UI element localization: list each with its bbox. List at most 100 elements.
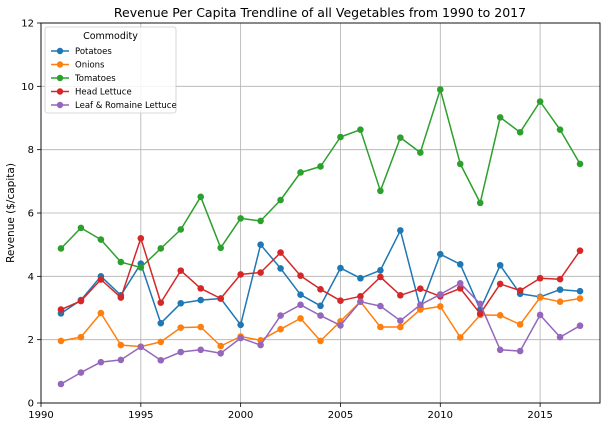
- legend-item: Onions: [51, 61, 105, 71]
- data-point: [556, 298, 564, 305]
- data-point: [536, 98, 544, 105]
- data-point: [417, 149, 424, 156]
- data-point: [277, 249, 284, 256]
- data-point: [496, 280, 504, 288]
- data-point: [257, 241, 264, 248]
- data-point: [357, 126, 364, 134]
- data-point: [576, 295, 584, 302]
- data-point: [197, 296, 205, 304]
- data-point: [417, 285, 424, 292]
- data-point: [417, 301, 424, 309]
- axes: 1990 1995 2000 2005 2010 2015 0 2 4 6 8 10 12: [21, 19, 553, 422]
- data-point: [77, 369, 85, 376]
- data-point: [397, 323, 404, 331]
- x-tick-label: 2005: [328, 410, 353, 421]
- grid: [40, 22, 600, 404]
- legend-item: Leaf & Romaine Lettuce: [51, 101, 177, 111]
- data-point: [317, 337, 324, 345]
- y-tick-label: 0: [28, 399, 34, 410]
- data-point: [197, 346, 205, 354]
- data-point: [436, 303, 444, 310]
- data-point: [57, 337, 65, 345]
- data-point: [536, 294, 544, 301]
- data-point: [357, 274, 364, 282]
- legend-label: Leaf & Romaine Lettuce: [75, 101, 177, 111]
- data-point: [377, 302, 384, 310]
- data-point: [237, 271, 244, 278]
- series-layer: [57, 86, 584, 388]
- data-point: [157, 319, 165, 327]
- data-point: [496, 114, 504, 121]
- data-point: [57, 245, 65, 252]
- data-point: [97, 358, 105, 366]
- legend-marker: [56, 61, 64, 68]
- data-point: [377, 267, 384, 274]
- data-point: [516, 287, 524, 294]
- data-point: [57, 306, 65, 313]
- data-point: [417, 306, 424, 313]
- data-point: [57, 380, 65, 388]
- data-point: [317, 286, 324, 293]
- legend-label: Potatoes: [75, 47, 112, 57]
- data-point: [157, 245, 165, 252]
- data-point: [297, 272, 304, 280]
- data-point: [377, 187, 384, 195]
- legend-label: Head Lettuce: [75, 88, 132, 98]
- data-point: [157, 356, 165, 364]
- data-point: [516, 347, 524, 355]
- legend-box: [44, 26, 177, 114]
- data-point: [77, 333, 85, 341]
- data-point: [157, 299, 165, 306]
- data-point: [197, 193, 205, 201]
- legend-title: Commodity: [83, 31, 138, 42]
- data-point: [237, 321, 244, 329]
- data-point: [277, 196, 284, 204]
- legend-label: Tomatoes: [74, 74, 116, 84]
- data-point: [337, 297, 344, 305]
- data-point: [217, 244, 224, 252]
- data-point: [97, 309, 105, 317]
- data-point: [576, 322, 584, 330]
- data-point: [217, 349, 224, 357]
- data-point: [77, 224, 85, 232]
- y-tick-label: 12: [21, 19, 34, 30]
- y-tick-label: 10: [21, 82, 34, 93]
- data-point: [377, 273, 384, 281]
- data-point: [397, 317, 404, 324]
- y-axis-title: Revenue ($/capita): [5, 163, 17, 263]
- data-point: [397, 134, 404, 141]
- data-point: [117, 356, 125, 364]
- data-point: [476, 300, 484, 308]
- x-tick-label: 2000: [228, 410, 253, 421]
- legend-item: Tomatoes: [51, 74, 116, 84]
- series-leaf-romaine-lettuce: [57, 280, 584, 388]
- data-point: [197, 285, 205, 292]
- data-point: [217, 342, 224, 350]
- data-point: [277, 312, 284, 319]
- data-point: [556, 286, 564, 293]
- data-point: [217, 295, 224, 302]
- data-point: [496, 311, 504, 319]
- data-point: [177, 299, 185, 307]
- data-point: [337, 322, 344, 329]
- data-point: [197, 323, 205, 331]
- data-point: [137, 343, 145, 351]
- data-point: [536, 274, 544, 282]
- x-tick-label: 1990: [28, 410, 53, 421]
- data-point: [456, 280, 464, 287]
- data-point: [576, 160, 584, 168]
- data-point: [277, 325, 284, 333]
- data-point: [97, 236, 105, 243]
- data-point: [257, 269, 264, 276]
- data-point: [357, 298, 364, 305]
- data-point: [237, 215, 244, 222]
- y-tick-label: 2: [28, 335, 34, 346]
- data-point: [177, 226, 185, 233]
- data-point: [536, 311, 544, 319]
- data-point: [77, 297, 85, 305]
- legend-item: Head Lettuce: [51, 88, 132, 98]
- chart-title: Revenue Per Capita Trendline of all Vege…: [114, 5, 526, 20]
- data-point: [436, 291, 444, 298]
- data-point: [257, 217, 264, 225]
